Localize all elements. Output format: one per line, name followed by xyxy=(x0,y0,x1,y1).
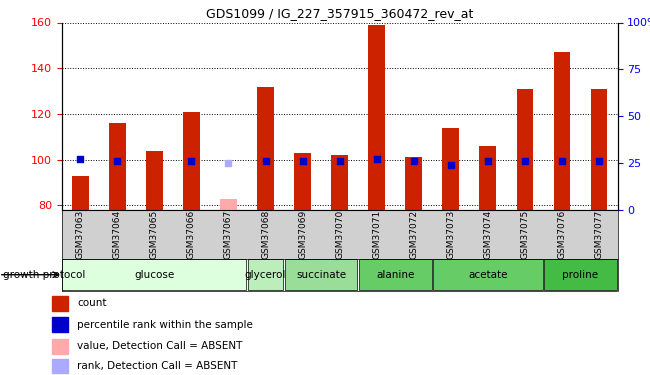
Point xyxy=(482,158,493,164)
Bar xyxy=(359,260,432,290)
Bar xyxy=(72,176,88,210)
Bar xyxy=(443,128,459,210)
Text: GSM37064: GSM37064 xyxy=(113,210,122,259)
Point xyxy=(297,158,308,164)
Bar xyxy=(406,158,422,210)
Title: GDS1099 / IG_227_357915_360472_rev_at: GDS1099 / IG_227_357915_360472_rev_at xyxy=(206,7,473,20)
Bar xyxy=(146,150,162,210)
Text: GSM37068: GSM37068 xyxy=(261,210,270,259)
Point xyxy=(187,158,197,164)
Text: value, Detection Call = ABSENT: value, Detection Call = ABSENT xyxy=(77,341,242,351)
Bar xyxy=(433,260,543,290)
Text: GSM37070: GSM37070 xyxy=(335,210,344,259)
Text: growth protocol: growth protocol xyxy=(3,270,86,280)
Bar xyxy=(257,87,274,210)
Text: acetate: acetate xyxy=(468,270,508,280)
Text: GSM37076: GSM37076 xyxy=(558,210,566,259)
Point xyxy=(556,158,567,164)
Text: GSM37077: GSM37077 xyxy=(595,210,603,259)
Bar xyxy=(517,89,533,210)
Text: GSM37074: GSM37074 xyxy=(484,210,492,259)
Point xyxy=(409,158,419,164)
Point xyxy=(224,160,234,166)
Text: count: count xyxy=(77,298,107,308)
Bar xyxy=(554,52,570,210)
Text: glucose: glucose xyxy=(135,270,174,280)
Text: rank, Detection Call = ABSENT: rank, Detection Call = ABSENT xyxy=(77,361,238,371)
Point xyxy=(75,156,86,162)
Bar xyxy=(62,260,246,290)
Text: GSM37065: GSM37065 xyxy=(150,210,159,259)
Bar xyxy=(294,153,311,210)
Point xyxy=(593,158,604,164)
Bar xyxy=(52,339,68,354)
Bar xyxy=(248,260,283,290)
Text: succinate: succinate xyxy=(296,270,346,280)
Bar xyxy=(369,25,385,210)
Point xyxy=(112,158,122,164)
Text: GSM37066: GSM37066 xyxy=(187,210,196,259)
Text: GSM37075: GSM37075 xyxy=(521,210,529,259)
Text: percentile rank within the sample: percentile rank within the sample xyxy=(77,320,254,330)
Bar xyxy=(52,317,68,332)
Text: glycerol: glycerol xyxy=(245,270,286,280)
Point xyxy=(446,162,456,168)
Text: GSM37067: GSM37067 xyxy=(224,210,233,259)
Text: GSM37069: GSM37069 xyxy=(298,210,307,259)
Bar xyxy=(52,358,68,374)
Bar xyxy=(183,112,200,210)
Text: GSM37071: GSM37071 xyxy=(372,210,381,259)
Text: GSM37072: GSM37072 xyxy=(410,210,418,259)
Point xyxy=(334,158,345,164)
Bar xyxy=(220,199,237,210)
Text: GSM37073: GSM37073 xyxy=(447,210,455,259)
Text: proline: proline xyxy=(562,270,599,280)
Text: GSM37063: GSM37063 xyxy=(76,210,85,259)
Point xyxy=(260,158,270,164)
Bar xyxy=(591,89,607,210)
Bar xyxy=(285,260,358,290)
Bar xyxy=(52,296,68,310)
Text: alanine: alanine xyxy=(376,270,415,280)
Point xyxy=(371,156,382,162)
Point xyxy=(520,158,530,164)
Bar xyxy=(332,155,348,210)
Bar xyxy=(544,260,617,290)
Bar xyxy=(109,123,125,210)
Bar xyxy=(480,146,496,210)
